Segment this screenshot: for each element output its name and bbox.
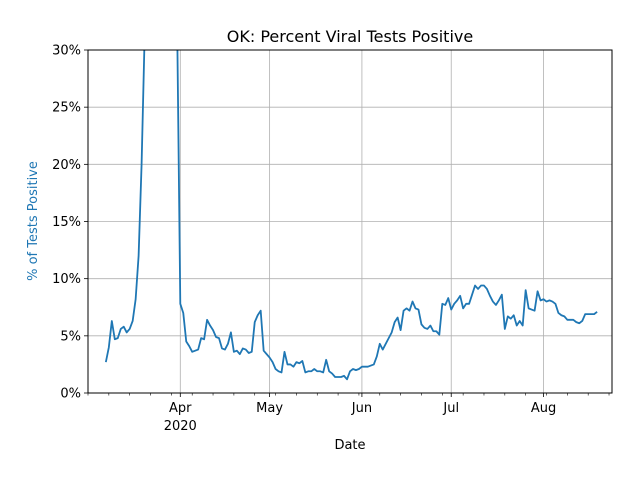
y-tick-label: 25% (52, 101, 81, 116)
x-tick-year-label: 2020 (164, 419, 197, 434)
y-tick-label: 5% (60, 329, 81, 344)
chart-title: OK: Percent Viral Tests Positive (227, 27, 473, 46)
x-tick-label: Jun (351, 401, 372, 416)
y-tick-label: 30% (52, 44, 81, 59)
y-tick-label: 15% (52, 215, 81, 230)
series-line-0 (104, 50, 598, 381)
grid-lines (88, 49, 612, 394)
x-axis-label: Date (334, 438, 365, 453)
x-tick-label: May (256, 401, 283, 416)
x-tick-label: Aug (531, 401, 556, 416)
y-tick-label: 20% (52, 158, 81, 173)
y-axis: 0% 5% 10% 15% 20% 25% 30% (52, 44, 88, 402)
x-tick-label: Apr (169, 401, 192, 416)
y-tick-label: 0% (60, 387, 81, 402)
x-axis: Apr 2020 May Jun Jul Aug (87, 393, 610, 434)
y-axis-label: % of Tests Positive (26, 161, 41, 281)
series-layer (104, 50, 598, 381)
y-tick-label: 10% (52, 272, 81, 287)
x-tick-label: Jul (442, 401, 459, 416)
